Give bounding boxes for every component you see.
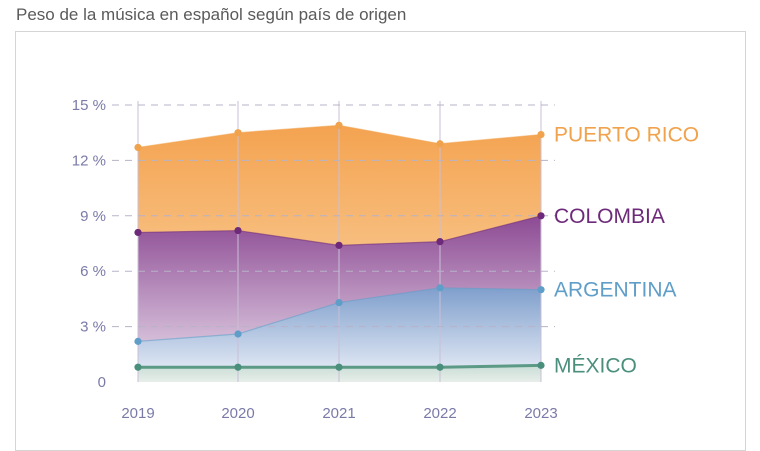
data-point [134,337,142,345]
data-point [537,361,545,369]
y-tick-label: 6 % [80,263,106,280]
series-label: PUERTO RICO [554,124,699,147]
data-point [134,143,142,152]
data-point [335,298,343,307]
data-point [335,363,343,371]
y-tick-label: 9 % [80,208,106,225]
data-point [537,286,545,294]
data-point [234,129,242,137]
x-tick-label: 2022 [423,405,456,422]
x-tick-label: 2019 [121,405,154,422]
series-label: ARGENTINA [554,279,677,302]
x-tick-label: 2021 [322,405,355,422]
x-tick-label: 2023 [524,405,557,422]
y-tick-label: 15 % [72,97,106,114]
y-tick-label: 0 [98,374,106,391]
data-point [537,130,545,139]
y-tick-label: 12 % [72,152,106,169]
data-point [134,228,142,237]
data-point [234,363,242,371]
data-point [234,330,242,338]
chart-title: Peso de la música en español según país … [16,5,407,24]
data-point [234,226,242,235]
series-label: COLOMBIA [554,205,665,228]
data-point [436,284,444,292]
data-point [335,121,343,129]
data-point [134,363,142,371]
data-point [335,241,343,249]
series-label: MÉXICO [554,354,637,377]
x-tick-label: 2020 [221,405,254,422]
y-tick-label: 3 % [80,319,106,336]
data-point [436,238,444,246]
data-point [436,140,444,148]
data-point [436,363,444,371]
data-point [537,212,545,220]
area-chart: 0 3 % 6 % 9 % 12 % 15 % 2019 2020 2021 2022 2023 MÉ… [72,97,699,422]
